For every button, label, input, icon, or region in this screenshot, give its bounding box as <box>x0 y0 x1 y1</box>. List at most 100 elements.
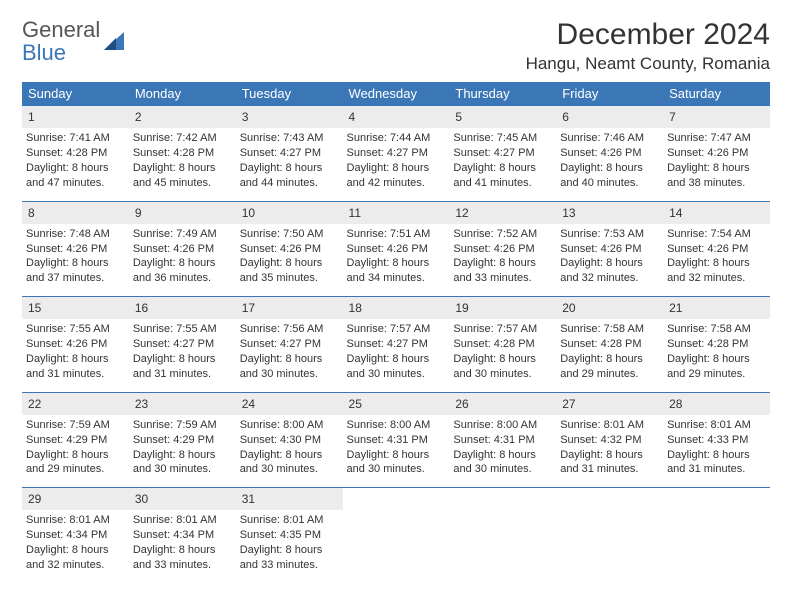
day-detail-line: Sunrise: 7:42 AM <box>133 131 232 146</box>
day-detail-line: and 30 minutes. <box>453 367 552 382</box>
day-detail-line: Sunset: 4:26 PM <box>347 242 446 257</box>
day-number-cell: 5 <box>449 106 556 129</box>
day-detail-line: and 42 minutes. <box>347 176 446 191</box>
logo: General Blue <box>22 18 130 64</box>
weekday-header-row: Sunday Monday Tuesday Wednesday Thursday… <box>22 82 770 106</box>
day-detail-cell: Sunrise: 7:49 AMSunset: 4:26 PMDaylight:… <box>129 224 236 297</box>
day-detail-cell: Sunrise: 7:57 AMSunset: 4:27 PMDaylight:… <box>343 319 450 392</box>
day-number-cell: 12 <box>449 201 556 224</box>
day-detail-line: Sunset: 4:33 PM <box>667 433 766 448</box>
day-detail-cell: Sunrise: 8:00 AMSunset: 4:30 PMDaylight:… <box>236 415 343 488</box>
weekday-header: Saturday <box>663 82 770 106</box>
day-number-cell: 26 <box>449 392 556 415</box>
day-detail-line: Sunset: 4:29 PM <box>26 433 125 448</box>
day-detail-line: Sunrise: 7:57 AM <box>453 322 552 337</box>
day-detail-line: and 40 minutes. <box>560 176 659 191</box>
day-number-cell: 17 <box>236 297 343 320</box>
day-detail-line: Sunrise: 7:49 AM <box>133 227 232 242</box>
day-detail-line: and 44 minutes. <box>240 176 339 191</box>
day-detail-cell: Sunrise: 7:48 AMSunset: 4:26 PMDaylight:… <box>22 224 129 297</box>
day-detail-line: and 33 minutes. <box>133 558 232 573</box>
day-detail-cell: Sunrise: 7:46 AMSunset: 4:26 PMDaylight:… <box>556 128 663 201</box>
day-detail-line: Daylight: 8 hours <box>26 161 125 176</box>
day-number-cell: 24 <box>236 392 343 415</box>
day-detail-line: Sunrise: 7:44 AM <box>347 131 446 146</box>
detail-row: Sunrise: 7:41 AMSunset: 4:28 PMDaylight:… <box>22 128 770 201</box>
day-detail-line: Sunset: 4:34 PM <box>26 528 125 543</box>
logo-line2: Blue <box>22 40 66 65</box>
day-detail-line: Sunset: 4:26 PM <box>133 242 232 257</box>
day-detail-line: Sunset: 4:26 PM <box>560 242 659 257</box>
day-detail-line: and 30 minutes. <box>347 367 446 382</box>
day-detail-line: Daylight: 8 hours <box>453 161 552 176</box>
day-detail-line: Sunrise: 8:00 AM <box>347 418 446 433</box>
daynum-row: 15161718192021 <box>22 297 770 320</box>
day-detail-line: and 38 minutes. <box>667 176 766 191</box>
day-detail-line: Sunset: 4:26 PM <box>26 242 125 257</box>
day-number-cell: 15 <box>22 297 129 320</box>
day-number-cell <box>556 488 663 511</box>
day-detail-line: Sunset: 4:27 PM <box>347 146 446 161</box>
day-number-cell: 16 <box>129 297 236 320</box>
day-number-cell: 20 <box>556 297 663 320</box>
day-detail-line: Sunrise: 7:43 AM <box>240 131 339 146</box>
day-detail-line: Daylight: 8 hours <box>560 352 659 367</box>
day-detail-cell: Sunrise: 7:50 AMSunset: 4:26 PMDaylight:… <box>236 224 343 297</box>
day-detail-line: Sunset: 4:28 PM <box>560 337 659 352</box>
day-detail-line: and 32 minutes. <box>26 558 125 573</box>
day-detail-line: Daylight: 8 hours <box>453 256 552 271</box>
day-detail-cell: Sunrise: 7:55 AMSunset: 4:26 PMDaylight:… <box>22 319 129 392</box>
day-detail-line: Daylight: 8 hours <box>26 256 125 271</box>
day-detail-line: and 36 minutes. <box>133 271 232 286</box>
day-number-cell <box>663 488 770 511</box>
day-detail-line: Daylight: 8 hours <box>26 448 125 463</box>
weekday-header: Monday <box>129 82 236 106</box>
day-detail-line: Sunset: 4:28 PM <box>26 146 125 161</box>
day-number-cell: 27 <box>556 392 663 415</box>
day-detail-cell: Sunrise: 8:01 AMSunset: 4:33 PMDaylight:… <box>663 415 770 488</box>
day-detail-line: Sunrise: 7:48 AM <box>26 227 125 242</box>
day-detail-line: Sunrise: 7:57 AM <box>347 322 446 337</box>
day-detail-line: Sunset: 4:27 PM <box>240 337 339 352</box>
day-detail-line: Sunrise: 8:00 AM <box>240 418 339 433</box>
day-detail-line: Daylight: 8 hours <box>560 448 659 463</box>
day-detail-cell: Sunrise: 8:01 AMSunset: 4:34 PMDaylight:… <box>129 510 236 582</box>
detail-row: Sunrise: 8:01 AMSunset: 4:34 PMDaylight:… <box>22 510 770 582</box>
day-detail-line: and 30 minutes. <box>240 462 339 477</box>
day-detail-cell: Sunrise: 8:01 AMSunset: 4:34 PMDaylight:… <box>22 510 129 582</box>
day-detail-cell: Sunrise: 7:59 AMSunset: 4:29 PMDaylight:… <box>22 415 129 488</box>
day-detail-line: Sunset: 4:31 PM <box>453 433 552 448</box>
day-detail-cell: Sunrise: 7:54 AMSunset: 4:26 PMDaylight:… <box>663 224 770 297</box>
day-detail-line: Daylight: 8 hours <box>133 352 232 367</box>
day-detail-line: and 37 minutes. <box>26 271 125 286</box>
day-detail-line: and 30 minutes. <box>133 462 232 477</box>
day-detail-line: Sunrise: 7:50 AM <box>240 227 339 242</box>
weekday-header: Tuesday <box>236 82 343 106</box>
day-detail-line: Daylight: 8 hours <box>26 543 125 558</box>
day-detail-line: and 31 minutes. <box>560 462 659 477</box>
day-detail-cell: Sunrise: 7:53 AMSunset: 4:26 PMDaylight:… <box>556 224 663 297</box>
day-detail-line: Sunset: 4:26 PM <box>667 146 766 161</box>
day-number-cell: 13 <box>556 201 663 224</box>
day-number-cell: 18 <box>343 297 450 320</box>
day-detail-line: Sunrise: 7:58 AM <box>667 322 766 337</box>
day-detail-cell: Sunrise: 7:59 AMSunset: 4:29 PMDaylight:… <box>129 415 236 488</box>
day-detail-cell: Sunrise: 7:44 AMSunset: 4:27 PMDaylight:… <box>343 128 450 201</box>
day-detail-line: and 47 minutes. <box>26 176 125 191</box>
day-number-cell: 4 <box>343 106 450 129</box>
daynum-row: 891011121314 <box>22 201 770 224</box>
day-detail-line: Sunrise: 7:54 AM <box>667 227 766 242</box>
day-number-cell: 2 <box>129 106 236 129</box>
daynum-row: 1234567 <box>22 106 770 129</box>
day-detail-cell: Sunrise: 7:58 AMSunset: 4:28 PMDaylight:… <box>556 319 663 392</box>
day-detail-line: Daylight: 8 hours <box>240 448 339 463</box>
day-number-cell: 10 <box>236 201 343 224</box>
day-detail-line: and 41 minutes. <box>453 176 552 191</box>
weekday-header: Sunday <box>22 82 129 106</box>
day-detail-line: Sunset: 4:29 PM <box>133 433 232 448</box>
day-detail-line: Sunset: 4:32 PM <box>560 433 659 448</box>
day-detail-line: Daylight: 8 hours <box>240 256 339 271</box>
day-detail-line: Sunset: 4:28 PM <box>667 337 766 352</box>
day-detail-line: Daylight: 8 hours <box>347 448 446 463</box>
logo-sail-icon <box>102 30 130 52</box>
